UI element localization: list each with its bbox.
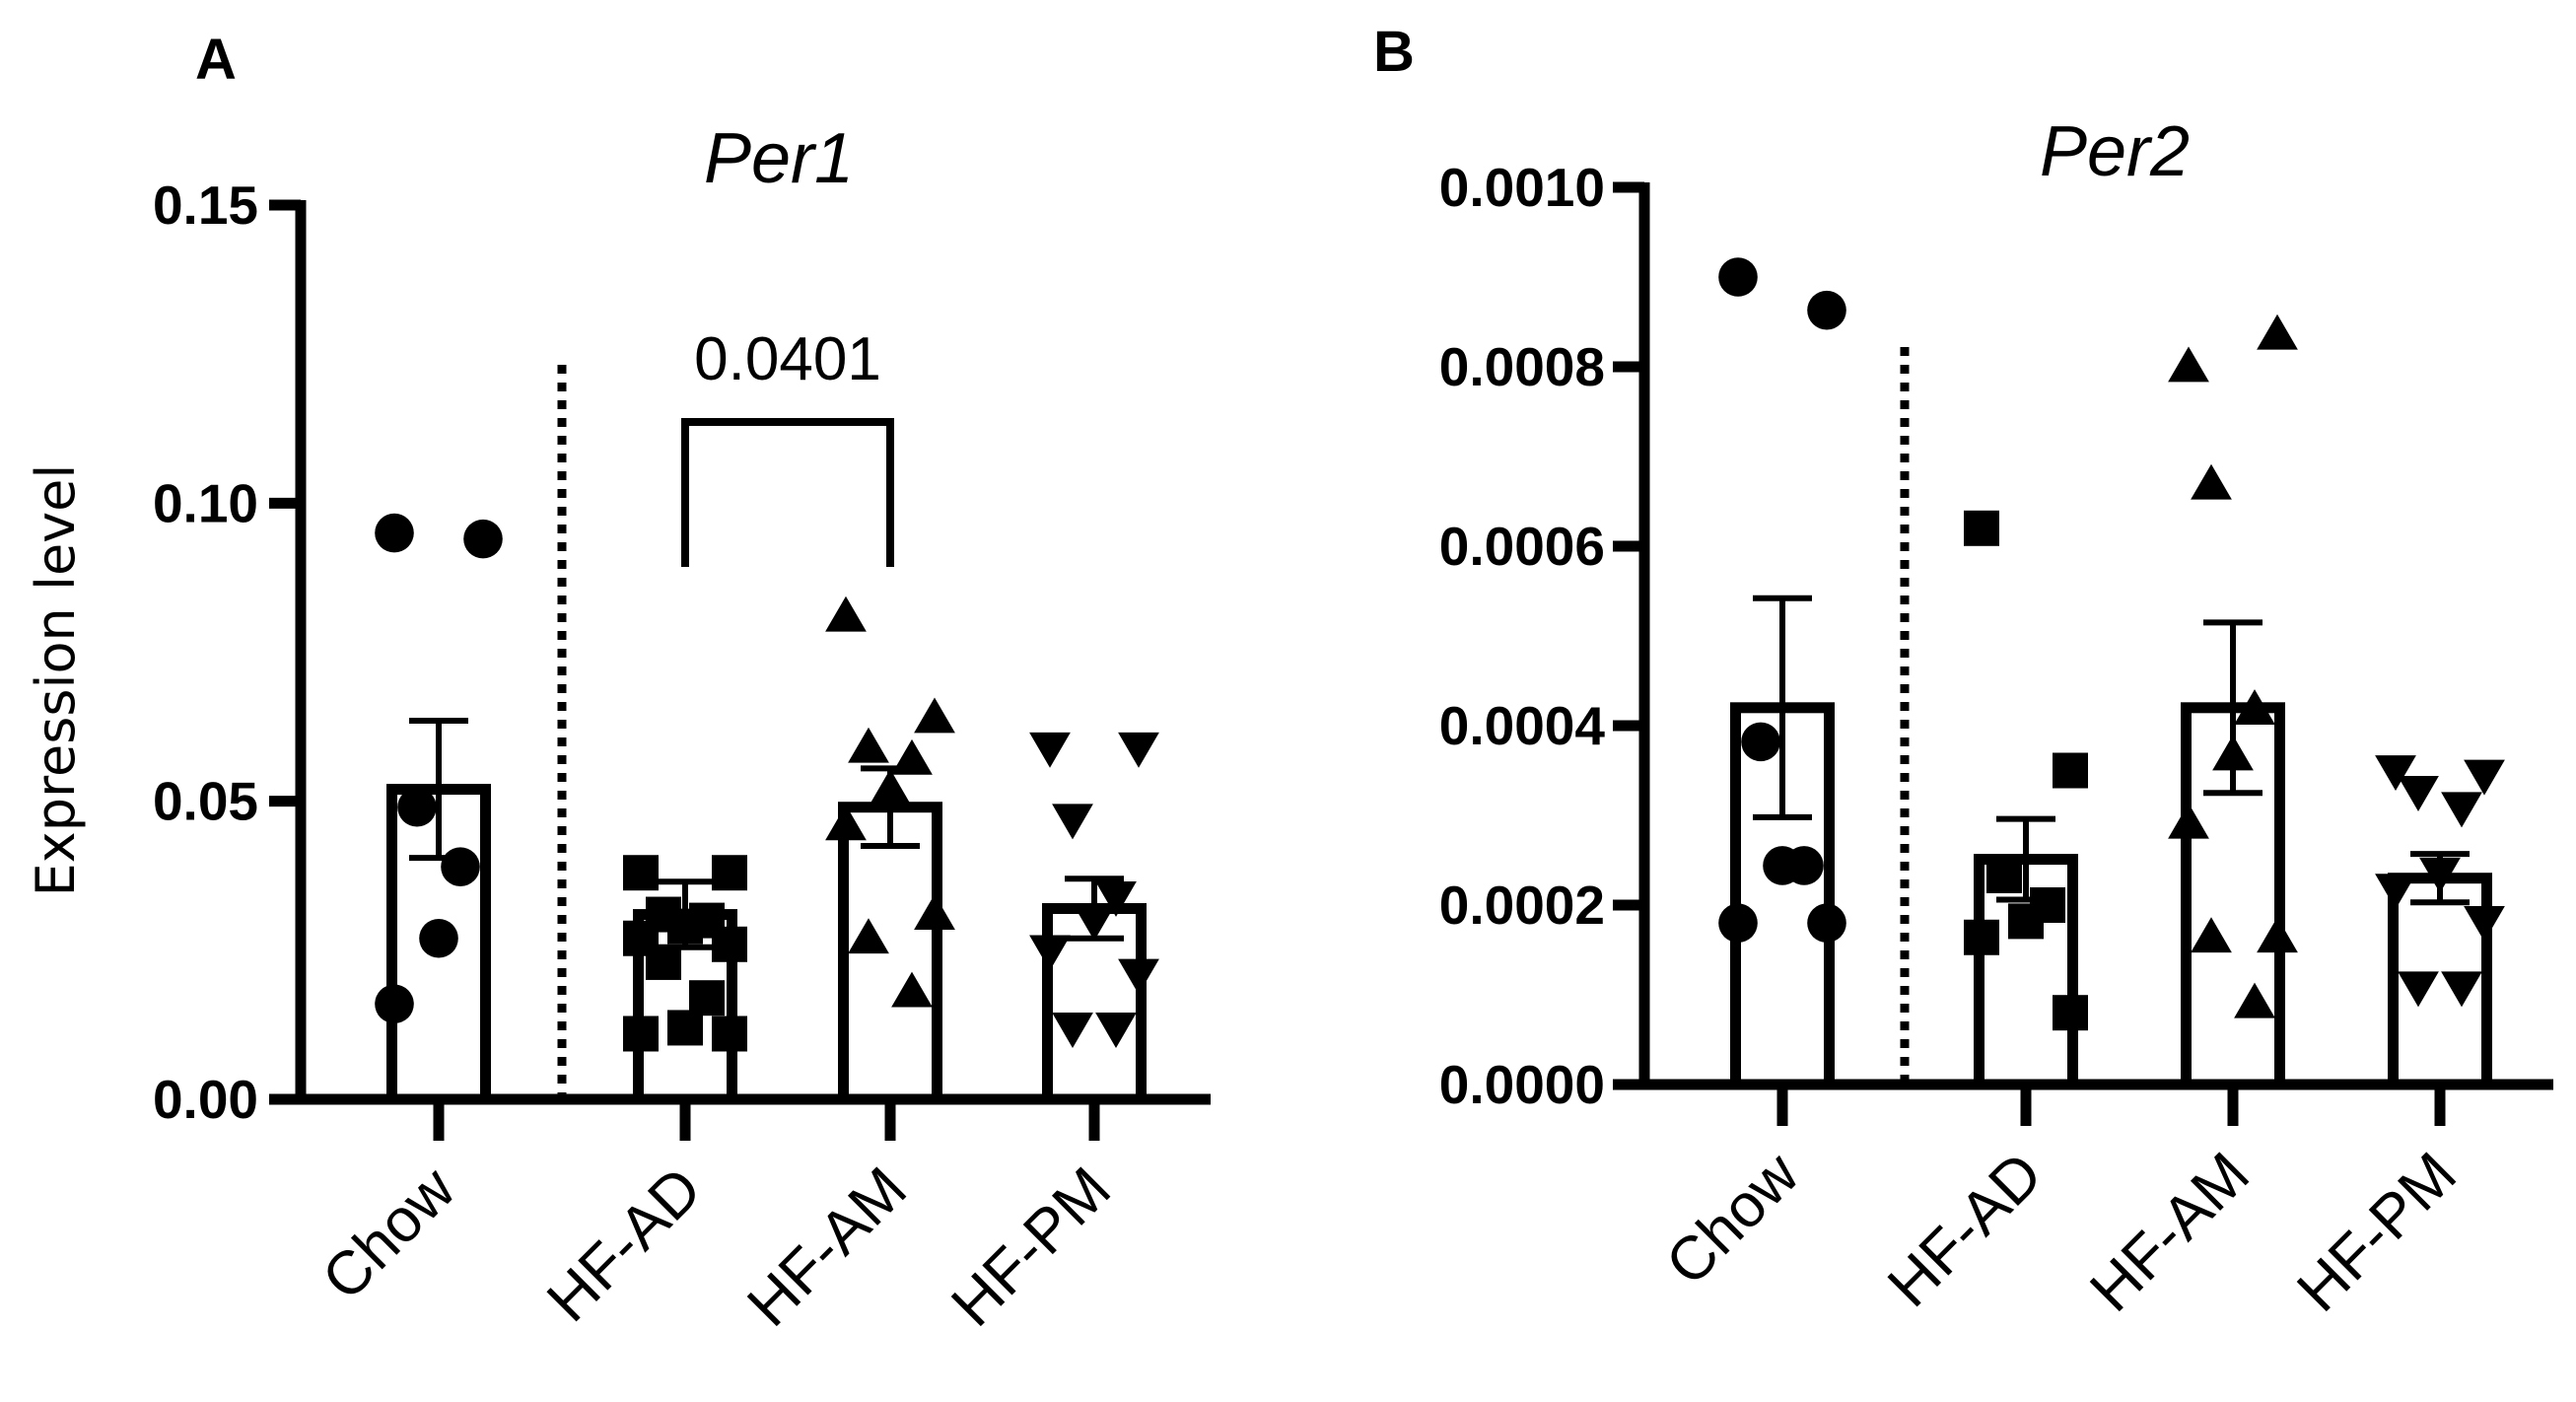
- data-point: [1118, 958, 1159, 995]
- data-point: [2375, 874, 2416, 910]
- y-tick-label: 0.00: [153, 1069, 258, 1130]
- x-tick-label: HF-PM: [2284, 1140, 2470, 1325]
- data-point: [1807, 903, 1846, 943]
- panel-b: B Per2 Chow HF-AD HF-AM HF-PM 0.0000 0.0002 0.…: [1373, 20, 2553, 1325]
- x-tick-label: HF-AD: [1875, 1140, 2055, 1320]
- data-point: [848, 918, 889, 954]
- data-point: [1074, 905, 1115, 942]
- data-point: [2464, 905, 2505, 942]
- x-tick-label: HF-AD: [534, 1155, 715, 1335]
- data-point: [2441, 792, 2482, 828]
- data-point: [1964, 919, 1999, 955]
- data-point: [623, 1016, 659, 1052]
- data-point: [2257, 917, 2298, 953]
- data-point: [667, 1010, 703, 1046]
- y-tick-label: 0.0004: [1439, 695, 1606, 756]
- data-point: [1718, 903, 1758, 943]
- data-point: [2257, 314, 2298, 350]
- data-point: [2191, 917, 2232, 953]
- data-point: [825, 596, 867, 632]
- data-point: [1029, 935, 1071, 971]
- data-point: [2398, 971, 2439, 1008]
- data-point: [1095, 1013, 1137, 1048]
- panel-letter: A: [195, 28, 237, 92]
- data-point: [667, 908, 703, 945]
- panel-a: A Per1 Expression level Chow HF-AD HF-AM HF…: [25, 28, 1211, 1340]
- y-tick-label: 0.05: [153, 771, 258, 832]
- data-point: [712, 855, 747, 891]
- data-point: [375, 513, 414, 553]
- data-point: [2464, 759, 2505, 796]
- data-point: [689, 980, 725, 1016]
- data-point: [1986, 857, 2022, 893]
- data-point: [419, 918, 458, 958]
- p-value-label: 0.0401: [694, 325, 881, 393]
- data-point: [375, 984, 414, 1024]
- data-point: [463, 519, 503, 559]
- significance-bracket: [681, 418, 894, 567]
- data-point: [2008, 903, 2044, 940]
- y-tick-label: 0.0000: [1439, 1054, 1605, 1115]
- x-tick-label: HF-AM: [734, 1155, 920, 1340]
- data-point: [712, 1016, 747, 1052]
- panel-letter: B: [1373, 20, 1415, 84]
- data-point: [848, 727, 889, 763]
- x-tick-label: Chow: [1653, 1140, 1812, 1298]
- y-tick-label: 0.10: [153, 472, 258, 533]
- data-point: [441, 847, 480, 886]
- data-point: [2441, 971, 2482, 1008]
- data-point: [2398, 776, 2439, 811]
- x-tick-label: HF-PM: [939, 1155, 1124, 1340]
- data-point: [2191, 463, 2232, 500]
- data-point: [2419, 857, 2461, 893]
- data-point: [1964, 510, 1999, 546]
- data-point: [623, 855, 659, 891]
- data-point: [891, 971, 933, 1008]
- data-point: [914, 894, 955, 930]
- data-point: [891, 738, 933, 775]
- data-point: [825, 805, 867, 841]
- data-point: [2053, 752, 2088, 789]
- y-tick-label: 0.0006: [1439, 516, 1605, 577]
- data-point: [2234, 689, 2275, 726]
- data-point: [2168, 346, 2209, 383]
- data-point: [712, 926, 747, 962]
- chart-title: Per1: [704, 119, 854, 198]
- data-point: [397, 787, 437, 827]
- data-point: [1741, 722, 1780, 762]
- data-point: [1118, 732, 1159, 768]
- data-point: [914, 697, 955, 734]
- chart-title: Per2: [2040, 112, 2190, 191]
- data-point: [1095, 881, 1137, 917]
- y-tick-label: 0.0002: [1439, 875, 1605, 936]
- data-point: [646, 944, 681, 980]
- data-point: [870, 769, 911, 805]
- x-tick-label: Chow: [310, 1155, 468, 1313]
- y-tick-label: 0.0008: [1439, 336, 1605, 397]
- data-point: [2234, 982, 2275, 1018]
- data-point: [1763, 846, 1802, 885]
- data-point: [1029, 732, 1071, 768]
- data-point: [2168, 803, 2209, 839]
- data-point: [2053, 995, 2088, 1031]
- y-tick-label: 0.0010: [1439, 157, 1605, 218]
- x-tick-label: HF-AM: [2077, 1140, 2263, 1325]
- data-point: [1807, 290, 1846, 330]
- data-point: [1052, 804, 1093, 840]
- data-point: [2375, 755, 2416, 792]
- data-point: [2212, 735, 2254, 771]
- y-tick-label: 0.15: [153, 175, 258, 236]
- data-point: [1052, 1013, 1093, 1048]
- y-axis-label: Expression level: [25, 464, 87, 897]
- data-point: [1718, 257, 1758, 297]
